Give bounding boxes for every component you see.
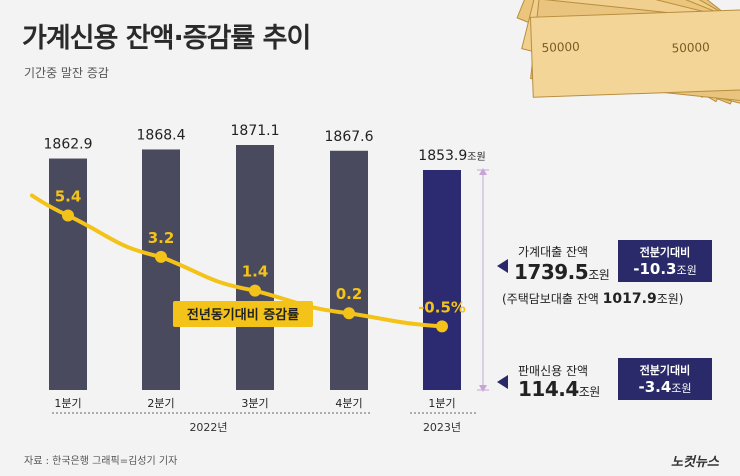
line-point (436, 320, 448, 333)
bar-value-label: 1871.1 (231, 123, 280, 139)
line-point (343, 307, 355, 320)
line-value-label: 3.2 (148, 229, 175, 247)
category-label: 3분기 (241, 397, 268, 410)
chart-subtitle: 기간중 말잔 증감 (24, 66, 109, 80)
svg-text:50000: 50000 (671, 40, 710, 55)
credit-change-box: 전분기대비 -3.4조원 (618, 358, 712, 400)
bar-value-label: 1853.9조원 (418, 148, 485, 164)
bar (49, 158, 87, 390)
category-label: 1분기 (54, 397, 81, 410)
publisher-logo: 노컷뉴스 (671, 455, 719, 470)
line-value-label: 0.2 (336, 285, 363, 303)
category-label: 4분기 (335, 397, 362, 410)
source-note: 자료 : 한국은행 그래픽=김성기 기자 (24, 456, 178, 467)
loans-change-label: 전분기대비 (639, 246, 691, 259)
bar-value-label: 1862.9 (44, 137, 93, 153)
bar (423, 170, 461, 390)
bar (330, 150, 368, 390)
category-label: 2분기 (147, 397, 174, 410)
year-label: 2023년 (423, 421, 461, 434)
credit-value: 114.4조원 (518, 377, 600, 401)
mortgage-line: (주택담보대출 잔액 1017.9조원) (502, 291, 684, 307)
credit-change-value: -3.4조원 (638, 378, 692, 396)
line-point (62, 209, 74, 222)
loans-change-value: -10.3조원 (633, 260, 697, 278)
pointer-arrow (497, 375, 508, 389)
credit-change-label: 전분기대비 (639, 364, 691, 377)
category-label: 1분기 (428, 397, 455, 410)
year-label: 2022년 (189, 421, 227, 434)
bar-value-label: 1868.4 (137, 127, 186, 143)
bar-value-label: 1867.6 (325, 129, 374, 145)
loans-value: 1739.5조원 (514, 260, 610, 284)
pointer-arrow (497, 259, 508, 273)
line-value-label: 1.4 (242, 263, 269, 281)
line-point (155, 250, 167, 263)
bar (142, 149, 180, 390)
legend-tag (173, 301, 313, 327)
bar (236, 145, 274, 390)
loans-change-box: 전분기대비 -10.3조원 (618, 240, 712, 282)
banknotes-image: 50000 50000 (516, 0, 740, 105)
line-value-label: 5.4 (55, 187, 82, 205)
credit-label: 판매신용 잔액 (518, 364, 589, 378)
line-point (249, 284, 261, 297)
chart-title: 가계신용 잔액·증감률 추이 (22, 23, 311, 54)
svg-text:50000: 50000 (541, 40, 580, 55)
loans-label: 가계대출 잔액 (518, 245, 589, 259)
legend-label: 전년동기대비 증감률 (187, 307, 299, 323)
line-value-label: -0.5% (418, 298, 466, 316)
